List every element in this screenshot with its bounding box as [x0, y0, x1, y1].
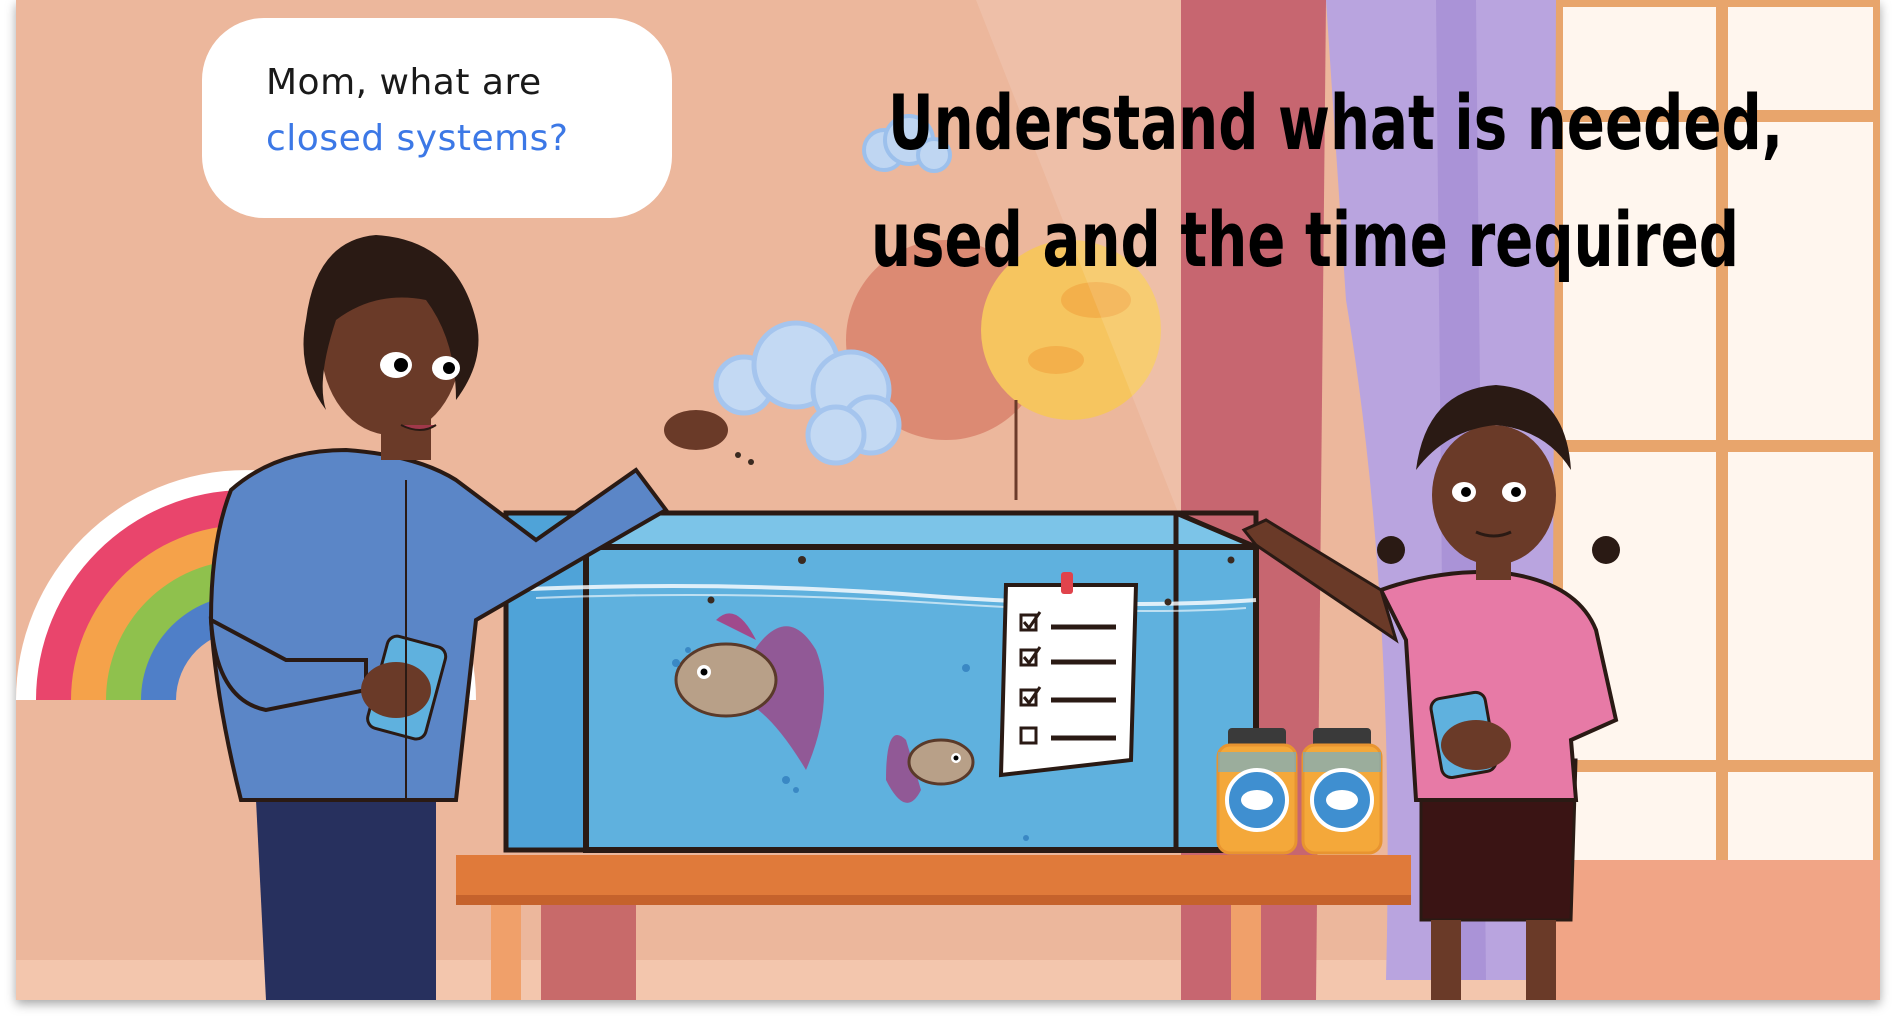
illustration-frame: Mom, what are closed systems? Understand… — [16, 0, 1880, 1000]
heading-line-2: used and the time required — [871, 195, 1740, 284]
daughter-character — [1241, 385, 1620, 1000]
fish-icon — [1241, 790, 1273, 810]
father-character — [208, 235, 728, 1000]
table — [456, 855, 1411, 1000]
pin-icon — [1061, 572, 1073, 594]
checkbox-list — [1019, 611, 1116, 745]
classroom-scene — [16, 0, 1880, 1000]
goldfish-large — [674, 613, 824, 770]
speech-bubble — [202, 18, 672, 218]
goldfish-small — [886, 735, 975, 803]
fish-tank — [503, 452, 1259, 853]
fish-food-jar-2 — [1301, 728, 1383, 855]
fish-icon — [1326, 790, 1358, 810]
planet-decoration — [846, 240, 1161, 500]
window — [1549, 0, 1880, 1000]
checklist-note — [998, 572, 1139, 778]
fish-food-jar-1 — [1216, 728, 1298, 855]
heading-line-1: Understand what is needed, — [888, 78, 1784, 167]
speech-bubble-line-1: Mom, what are — [266, 62, 542, 103]
cloud-large — [713, 320, 902, 466]
cloud-small — [862, 114, 952, 173]
speech-bubble-line-2: closed systems? — [266, 118, 569, 159]
